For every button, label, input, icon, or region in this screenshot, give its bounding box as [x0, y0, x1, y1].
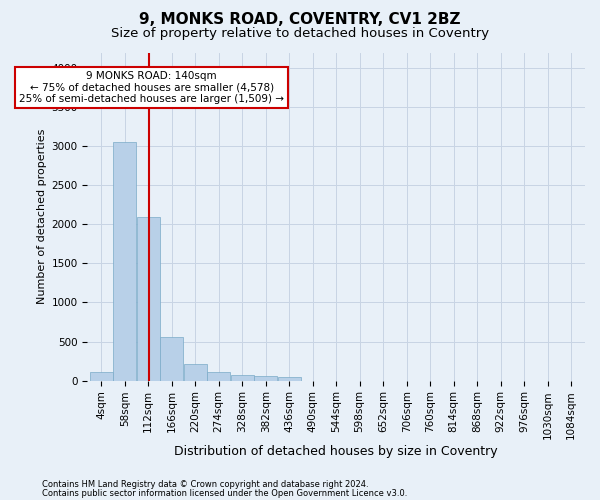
Bar [254, 376, 277, 380]
Bar [207, 372, 230, 380]
Bar [278, 376, 301, 380]
Text: 9 MONKS ROAD: 140sqm
← 75% of detached houses are smaller (4,578)
25% of semi-de: 9 MONKS ROAD: 140sqm ← 75% of detached h… [19, 71, 284, 104]
Bar [89, 372, 113, 380]
Text: Contains public sector information licensed under the Open Government Licence v3: Contains public sector information licen… [42, 488, 407, 498]
Y-axis label: Number of detached properties: Number of detached properties [37, 129, 47, 304]
Text: Size of property relative to detached houses in Coventry: Size of property relative to detached ho… [111, 28, 489, 40]
Text: Contains HM Land Registry data © Crown copyright and database right 2024.: Contains HM Land Registry data © Crown c… [42, 480, 368, 489]
X-axis label: Distribution of detached houses by size in Coventry: Distribution of detached houses by size … [175, 444, 498, 458]
Bar [230, 374, 254, 380]
Bar [184, 364, 207, 380]
Bar [160, 337, 184, 380]
Text: 9, MONKS ROAD, COVENTRY, CV1 2BZ: 9, MONKS ROAD, COVENTRY, CV1 2BZ [139, 12, 461, 28]
Bar [137, 218, 160, 380]
Bar [113, 142, 136, 380]
